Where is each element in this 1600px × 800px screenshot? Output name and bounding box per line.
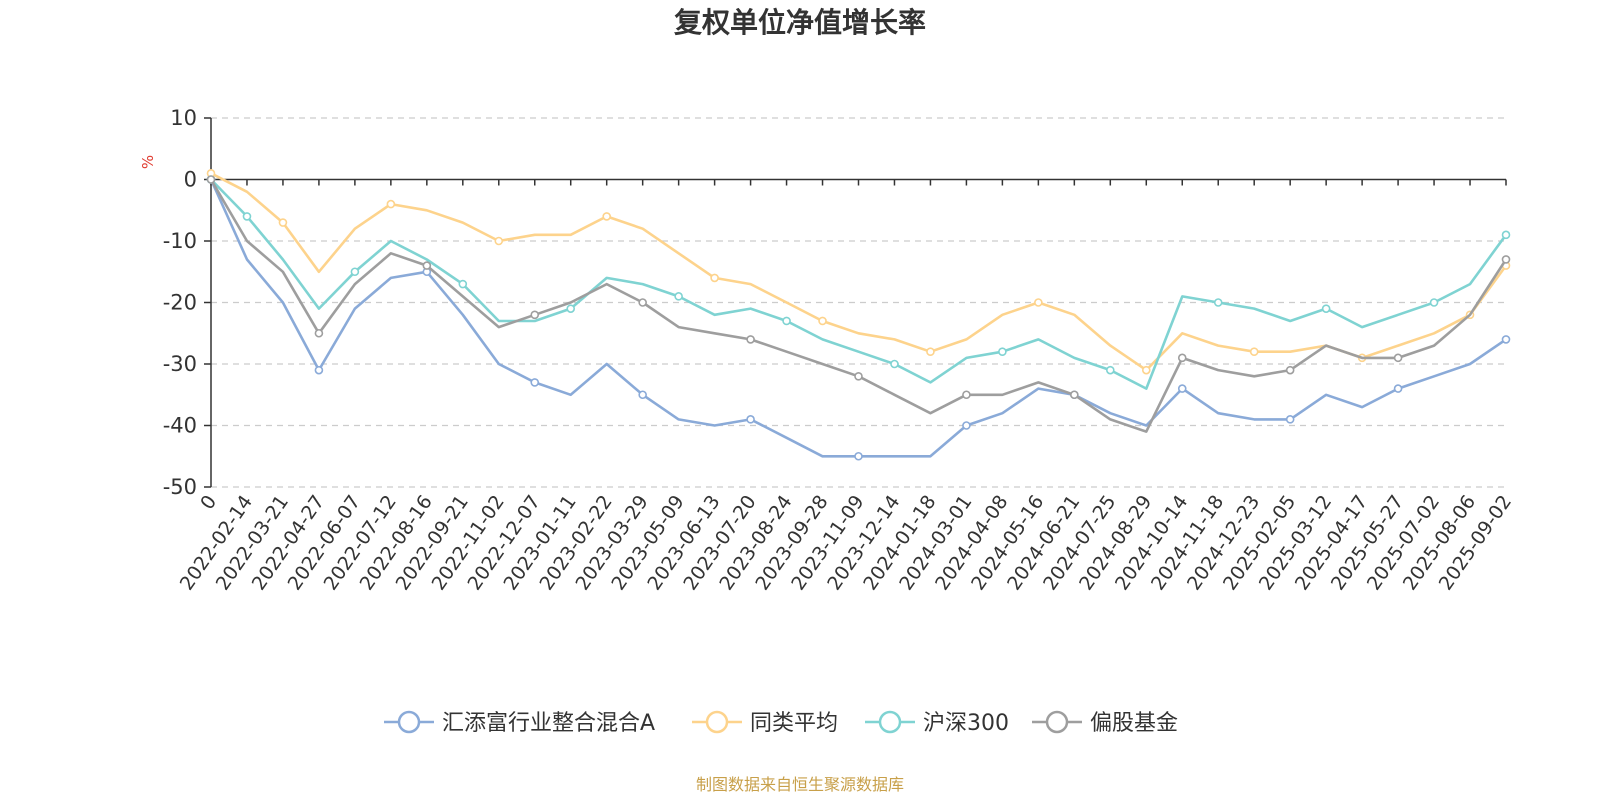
legend-item[interactable]: 沪深300 <box>865 710 1009 736</box>
series-point <box>206 175 216 184</box>
series-point <box>1141 365 1151 375</box>
legend-marker <box>397 710 421 734</box>
series-point <box>638 390 647 400</box>
series-point <box>746 335 755 344</box>
legend[interactable]: 汇添富行业整合混合A 同类平均 沪深300 偏股基金 <box>384 710 1178 736</box>
series-point <box>1501 230 1511 240</box>
legend-label: 汇添富行业整合混合A <box>442 711 655 736</box>
y-tick-label: -20 <box>163 291 197 315</box>
series-point <box>926 347 935 357</box>
chart-title: 复权单位净值增长率 <box>674 6 926 39</box>
series-point <box>530 378 540 387</box>
y-tick-label: -40 <box>163 414 197 438</box>
series-point <box>710 273 719 283</box>
series-line <box>210 178 1508 390</box>
series-point <box>890 359 899 369</box>
series-point <box>1501 255 1511 264</box>
legend-marker <box>705 710 729 734</box>
y-tick-label: 0 <box>184 168 197 192</box>
series-line <box>209 178 1508 433</box>
series-point <box>494 236 504 246</box>
series-point <box>962 390 971 400</box>
legend-marker <box>878 710 902 734</box>
series-point <box>746 415 755 424</box>
series-lines <box>206 169 1511 461</box>
series-point <box>242 212 252 221</box>
series-point <box>962 421 971 430</box>
series-point <box>1285 415 1295 424</box>
y-tick-labels: 10 0 -10 -20 -30 -40 -50 <box>163 106 197 499</box>
y-tick-label: 10 <box>170 106 197 130</box>
series-point <box>1501 335 1511 344</box>
source-note: 制图数据来自恒生聚源数据库 <box>696 775 904 794</box>
series-point <box>602 212 611 221</box>
series-line <box>210 172 1508 372</box>
series-point <box>1249 347 1259 357</box>
legend-item[interactable]: 偏股基金 <box>1032 710 1178 736</box>
series-line <box>209 178 1507 458</box>
series-point <box>1034 298 1043 307</box>
y-tick-label: -10 <box>163 229 197 253</box>
series-point <box>1429 298 1439 307</box>
y-tick-label: -30 <box>163 352 197 376</box>
series-point <box>674 292 683 301</box>
series-point <box>1070 390 1079 400</box>
series-point <box>854 371 863 381</box>
legend-item[interactable]: 汇添富行业整合混合A <box>384 710 655 736</box>
series-point <box>314 328 324 338</box>
series-point <box>1213 298 1223 307</box>
series-point <box>458 279 468 289</box>
series-point <box>278 218 288 227</box>
series-point <box>530 310 540 320</box>
grid-lines <box>211 117 1506 488</box>
y-axis-unit-label: % <box>139 155 157 169</box>
series-point <box>782 316 791 326</box>
x-tick-label: 0 <box>196 491 221 514</box>
series-point <box>1285 365 1295 375</box>
series-point <box>566 304 576 313</box>
series-point <box>1393 353 1403 363</box>
legend-label: 同类平均 <box>750 711 838 736</box>
series-point <box>638 298 647 307</box>
legend-label: 偏股基金 <box>1090 711 1178 736</box>
series-point <box>1177 384 1187 393</box>
series-point <box>386 199 396 209</box>
series-point <box>1106 365 1115 375</box>
series-point <box>350 267 360 277</box>
series-point <box>1321 304 1331 313</box>
series-point <box>854 451 863 461</box>
legend-label: 沪深300 <box>923 711 1009 736</box>
y-tick-label: -50 <box>163 475 197 499</box>
x-tick-labels: 02022-02-142022-03-212022-04-272022-06-0… <box>176 491 1516 594</box>
legend-marker <box>1045 710 1069 734</box>
series-point <box>422 261 432 270</box>
series-point <box>998 347 1007 357</box>
series-point <box>1177 353 1187 363</box>
series-point <box>314 365 324 375</box>
legend-item[interactable]: 同类平均 <box>692 710 838 736</box>
series-point <box>818 316 827 326</box>
series-point <box>1393 384 1403 393</box>
